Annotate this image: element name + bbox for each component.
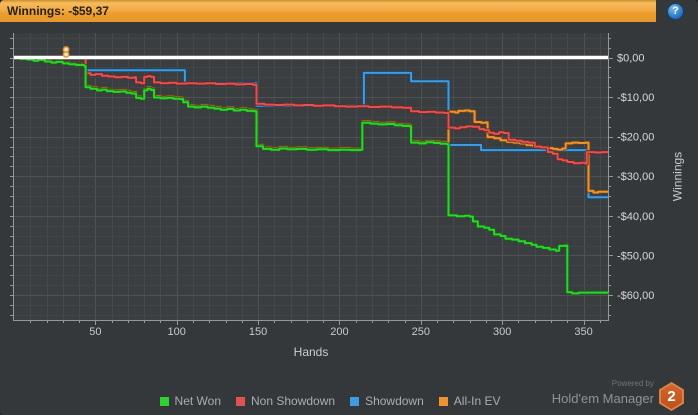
legend-label: Net Won	[174, 394, 221, 408]
y-tick-label: -$10,00	[617, 92, 654, 104]
y-tick-label: -$30,00	[617, 171, 654, 183]
legend-swatch-icon	[159, 396, 169, 406]
y-tick-label: -$50,00	[617, 250, 654, 262]
x-axis-label: Hands	[293, 345, 329, 359]
x-tick-label: 300	[493, 326, 511, 338]
tick-labels: 50 100 150 200 250 300 350 $0,00 -$10,00 -$20,00 -…	[89, 53, 654, 339]
brand-name-text: Hold'em Manager	[551, 391, 654, 406]
winnings-total-title: Winnings: -$59,37	[7, 4, 109, 18]
legend-label: All-In EV	[453, 394, 501, 408]
legend-swatch-icon	[350, 396, 360, 406]
x-tick-label: 100	[168, 326, 186, 338]
help-icon[interactable]: ?	[667, 3, 684, 20]
y-tick-label: -$40,00	[617, 211, 654, 223]
legend-swatch-icon	[438, 396, 448, 406]
legend-item[interactable]: All-In EV	[438, 394, 501, 408]
x-tick-label: 350	[574, 326, 592, 338]
series-net-won	[14, 56, 609, 295]
y-tick-label: -$20,00	[617, 132, 654, 144]
axes	[10, 33, 613, 325]
legend-item[interactable]: Showdown	[350, 394, 424, 408]
legend-swatch-icon	[236, 396, 245, 406]
x-tick-label: 250	[412, 326, 430, 338]
hm2-logo-badge-number: 2	[660, 384, 683, 409]
x-tick-label: 150	[249, 326, 267, 338]
titlebar-background	[0, 0, 656, 22]
series-non-showdown	[14, 56, 608, 165]
legend-label: Showdown	[365, 394, 424, 408]
legend-item[interactable]: Net Won	[159, 394, 221, 408]
y-tick-label: $0,00	[617, 53, 645, 65]
hand-marker[interactable]	[62, 51, 70, 58]
x-tick-label: 50	[89, 326, 101, 338]
legend-item[interactable]: Non Showdown	[236, 394, 335, 408]
y-axis-label: Winnings	[670, 151, 685, 202]
y-tick-label: -$60,00	[617, 290, 654, 302]
series-showdown	[14, 56, 608, 199]
powered-by-text: Powered by	[611, 379, 654, 388]
x-tick-label: 200	[330, 326, 348, 338]
chart-legend: Net Won Non Showdown Showdown All-In EV	[0, 392, 660, 410]
legend-label: Non Showdown	[251, 394, 336, 408]
widget-titlebar: Winnings: -$59,37 ?	[0, 0, 698, 22]
